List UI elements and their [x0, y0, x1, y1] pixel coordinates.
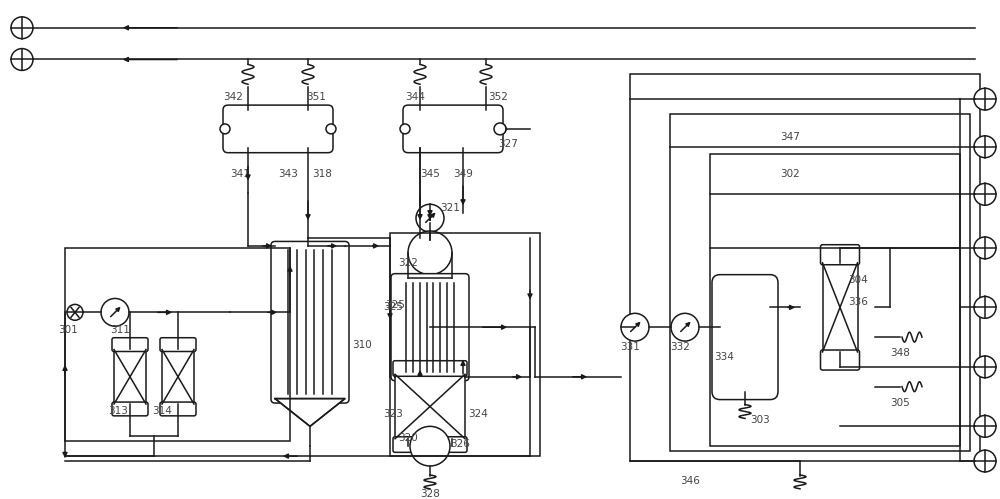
FancyBboxPatch shape	[393, 361, 467, 376]
Text: 341: 341	[230, 169, 250, 179]
Circle shape	[621, 313, 649, 341]
Bar	[710, 154, 960, 446]
Circle shape	[408, 231, 452, 274]
Text: 318: 318	[312, 169, 332, 179]
Text: 343: 343	[278, 169, 298, 179]
Text: 322: 322	[398, 258, 418, 268]
Text: 344: 344	[405, 92, 425, 102]
Text: 320: 320	[398, 433, 418, 443]
FancyBboxPatch shape	[712, 274, 778, 400]
FancyBboxPatch shape	[271, 242, 349, 403]
FancyBboxPatch shape	[820, 350, 860, 370]
Bar	[630, 74, 980, 461]
Circle shape	[326, 124, 336, 134]
Bar	[65, 248, 290, 441]
Circle shape	[974, 450, 996, 472]
Text: 336: 336	[848, 297, 868, 307]
Text: 326: 326	[450, 439, 470, 449]
Text: 349: 349	[453, 169, 473, 179]
Text: 325: 325	[385, 300, 405, 310]
Circle shape	[496, 124, 506, 134]
Text: 342: 342	[223, 92, 243, 102]
Bar	[114, 349, 146, 404]
Circle shape	[11, 17, 33, 38]
Text: 348: 348	[890, 348, 910, 358]
Circle shape	[974, 356, 996, 378]
Circle shape	[67, 304, 83, 320]
Text: 351: 351	[306, 92, 326, 102]
Text: 345: 345	[420, 169, 440, 179]
FancyBboxPatch shape	[160, 402, 196, 416]
Circle shape	[410, 426, 450, 466]
Bar	[390, 233, 540, 456]
Text: 304: 304	[848, 274, 868, 284]
Bar	[395, 374, 465, 439]
Text: 303: 303	[750, 415, 770, 426]
Circle shape	[671, 313, 699, 341]
Circle shape	[974, 184, 996, 205]
Circle shape	[974, 296, 996, 318]
FancyBboxPatch shape	[223, 105, 333, 153]
Bar	[822, 263, 858, 352]
FancyBboxPatch shape	[112, 402, 148, 416]
Text: 302: 302	[780, 169, 800, 179]
Bar	[670, 114, 970, 451]
Circle shape	[400, 124, 410, 134]
Text: 301: 301	[58, 325, 78, 335]
Circle shape	[974, 136, 996, 158]
Text: 331: 331	[620, 342, 640, 352]
FancyBboxPatch shape	[820, 245, 860, 265]
Circle shape	[494, 123, 506, 135]
Circle shape	[220, 124, 230, 134]
Text: 323: 323	[383, 410, 403, 420]
Circle shape	[974, 416, 996, 437]
FancyBboxPatch shape	[393, 437, 467, 452]
FancyBboxPatch shape	[391, 273, 469, 381]
Text: 325: 325	[383, 302, 403, 312]
FancyBboxPatch shape	[160, 338, 196, 351]
Bar	[162, 349, 194, 404]
FancyBboxPatch shape	[112, 338, 148, 351]
Text: 347: 347	[780, 132, 800, 142]
Text: 313: 313	[108, 407, 128, 417]
Text: 310: 310	[352, 340, 372, 350]
Text: 352: 352	[488, 92, 508, 102]
Circle shape	[101, 298, 129, 326]
Circle shape	[416, 204, 444, 232]
Circle shape	[974, 237, 996, 259]
Circle shape	[11, 48, 33, 70]
Text: 311: 311	[110, 325, 130, 335]
Text: 327: 327	[498, 139, 518, 149]
Text: 332: 332	[670, 342, 690, 352]
FancyBboxPatch shape	[403, 105, 503, 153]
Text: 321: 321	[440, 203, 460, 213]
Text: 314: 314	[152, 407, 172, 417]
Text: 346: 346	[680, 476, 700, 486]
Text: 328: 328	[420, 489, 440, 499]
Text: 324: 324	[468, 410, 488, 420]
Circle shape	[974, 88, 996, 110]
Polygon shape	[275, 399, 345, 426]
Text: 305: 305	[890, 398, 910, 408]
Text: 334: 334	[714, 352, 734, 362]
